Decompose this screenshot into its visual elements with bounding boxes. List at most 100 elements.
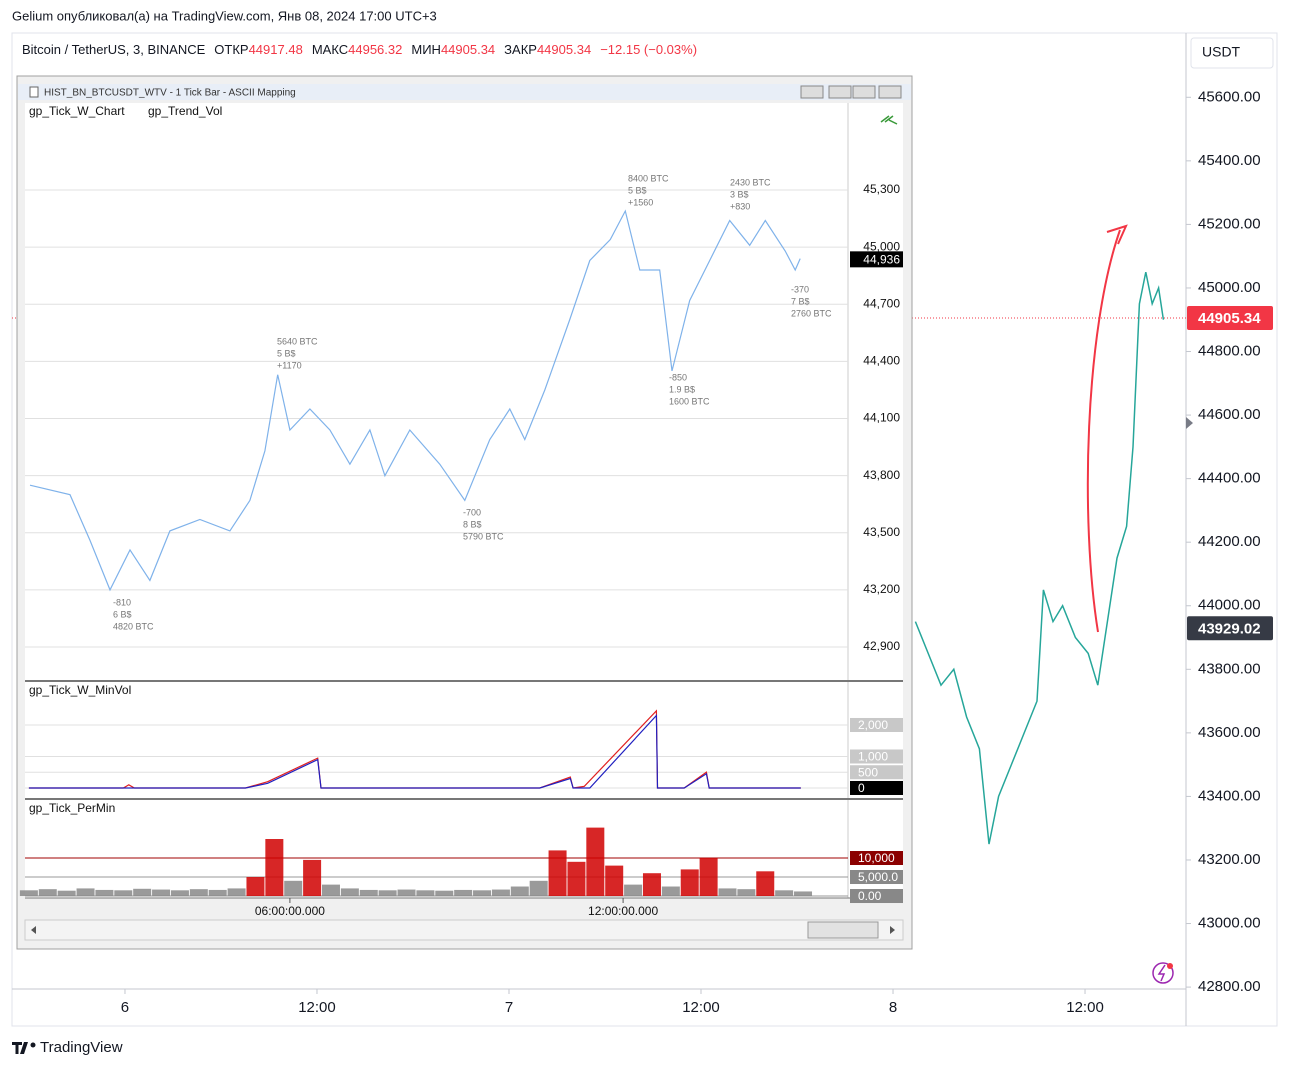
permin-bar [435,890,454,897]
permin-bar [114,890,133,897]
permin-bar [133,888,152,897]
permin-bar [378,890,397,897]
annotation: 1600 BTC [669,396,710,406]
annotation: +830 [730,201,750,211]
y-tick-label: 44200.00 [1198,533,1261,550]
icon-bolt [1157,964,1166,982]
panel-title: gp_Tick_PerMin [29,801,115,815]
symbol-name: Bitcoin / TetherUS, 3, BINANCE [22,42,206,57]
change: −12.15 (−0.03%) [600,42,697,57]
annotation: 5790 BTC [463,531,504,541]
chart-frame [11,32,1278,1027]
window-button[interactable] [800,85,824,99]
icon[interactable] [1152,962,1174,984]
brand-logo-dot [30,1042,36,1048]
y-tick-label: 44,100 [863,411,900,425]
y-tick-label: 45000.00 [1198,279,1261,296]
panel-title: gp_Tick_W_MinVol [29,683,131,697]
permin-bar [359,889,378,897]
x-tick-label: 12:00 [1066,999,1104,1016]
y-tick-label: 43,800 [863,468,900,482]
annotation: 8 B$ [463,519,482,529]
y-tick-label: 44,700 [863,296,900,310]
currency-button[interactable] [1190,37,1274,69]
permin-bar [170,890,189,897]
y-tick-label: 42,900 [863,639,900,653]
inset-title: HIST_BN_BTCUSDT_WTV - 1 Tick Bar - ASCII… [44,88,296,99]
y-tick-label: 43800.00 [1198,660,1261,677]
permin-bar [473,890,492,897]
window-button[interactable] [828,85,852,99]
field-label: МАКС [312,42,348,57]
last-price-label: 44,936 [863,253,900,267]
publisher: Gelium опубликовал(а) на TradingView.com… [12,8,437,23]
y-tick-box [850,765,903,780]
inset-plot-bg [25,103,903,898]
permin-bar [38,889,57,897]
price-line [914,271,1165,845]
annotation: 2430 BTC [730,177,771,187]
permin-bar [642,873,661,897]
y-tick-label: 45,300 [863,182,900,196]
currency: USDT [1202,44,1241,60]
y-tick-label: 45,000 [863,239,900,253]
arrow [1086,229,1121,633]
window-button[interactable] [852,85,876,99]
brand: TradingView [40,1039,123,1056]
permin-bar [152,889,171,897]
scrollbar[interactable] [24,919,904,941]
y-tick-label: 10,000 [858,851,895,865]
y-tick-label: 44800.00 [1198,342,1261,359]
field-value: 44905.34 [537,42,591,57]
x-tick-label: 12:00 [682,999,720,1016]
y-tick-label: 1,000 [858,750,888,764]
x-tick-label: 06:00:00.000 [255,904,325,918]
inset-chart: 45,300 45,000 44,700 44,400 44,100 43,800 43,5… [19,104,903,918]
permin-bar [510,886,529,897]
y-tick-label: 44000.00 [1198,597,1261,614]
annotation: 1.9 B$ [669,384,695,394]
field-label: ЗАКР [504,42,537,57]
annotation: 8400 BTC [628,173,669,183]
annotation: -700 [463,507,481,517]
legend: gp_Trend_Vol [148,104,222,118]
permin-bar [246,877,265,897]
permin-bar [624,884,643,897]
permin-bar [284,880,303,897]
permin-bar [76,888,95,897]
annotation: 6 B$ [113,609,132,619]
annotation: 5 B$ [628,185,647,195]
permin-bar [227,888,246,897]
permin-bar [454,889,473,897]
permin-bar [397,889,416,897]
annotation: +1170 [277,360,302,370]
scroll-thumb[interactable] [807,921,879,939]
minvol-line [28,713,801,789]
annotation: 7 B$ [791,296,810,306]
permin-bar [586,827,605,897]
field-value: 44905.34 [441,42,495,57]
window-button[interactable] [878,85,902,99]
permin-bar [699,858,718,897]
permin-bar [718,888,737,897]
y-tick-label: 44,400 [863,354,900,368]
y-tick-box [850,870,903,885]
y-tick-box [850,889,903,904]
permin-bar [756,871,775,897]
field-label: МИН [411,42,441,57]
field-label: ОТКР [214,42,248,57]
permin-bar [680,869,699,897]
y-tick-box [850,851,903,866]
permin-bar [208,889,227,897]
permin-bar [737,889,756,897]
x-tick-label: 8 [889,999,897,1016]
y-tick-label: 44600.00 [1198,406,1261,423]
permin-bar [303,859,322,897]
x-tick-label: 12:00:00.000 [588,904,658,918]
permin-bar [95,889,114,897]
y-tick-label: 43600.00 [1198,724,1261,741]
field-value: 44956.32 [348,42,402,57]
permin-bar [661,886,680,897]
permin-bar [416,890,435,897]
